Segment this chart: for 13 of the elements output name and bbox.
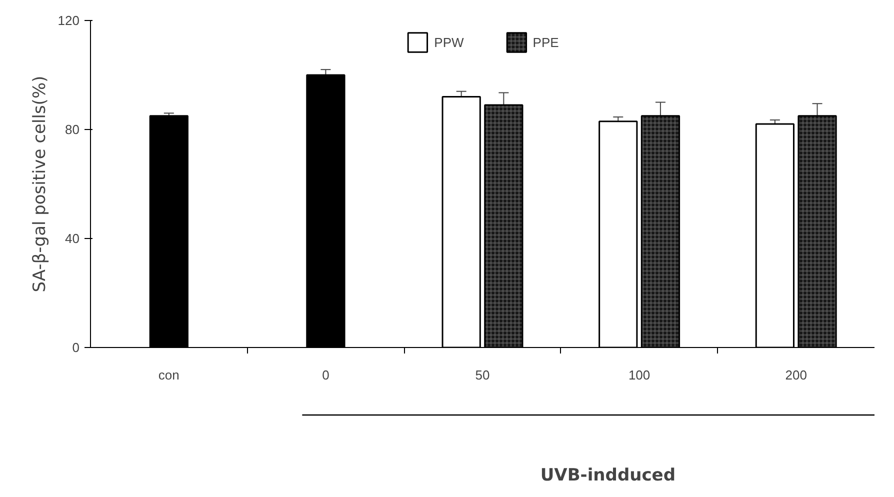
y-axis-title: SA-β-gal positive cells(%) xyxy=(30,76,50,292)
x-tick-label: con xyxy=(158,368,180,382)
y-tick-label: 40 xyxy=(65,231,80,246)
text: UVB-indduced xyxy=(540,466,676,486)
legend-label: PPE xyxy=(532,34,559,50)
x-tick-label: 50 xyxy=(475,368,490,382)
y-tick-label: 120 xyxy=(58,13,80,28)
y-tick-label: 80 xyxy=(65,122,80,137)
y-tick-label: 0 xyxy=(72,340,80,355)
x-tick-label: 100 xyxy=(628,368,650,382)
x-tick-label: 0 xyxy=(322,368,330,382)
x-tick-label: 200 xyxy=(785,368,807,382)
legend-label: PPW xyxy=(434,34,464,50)
